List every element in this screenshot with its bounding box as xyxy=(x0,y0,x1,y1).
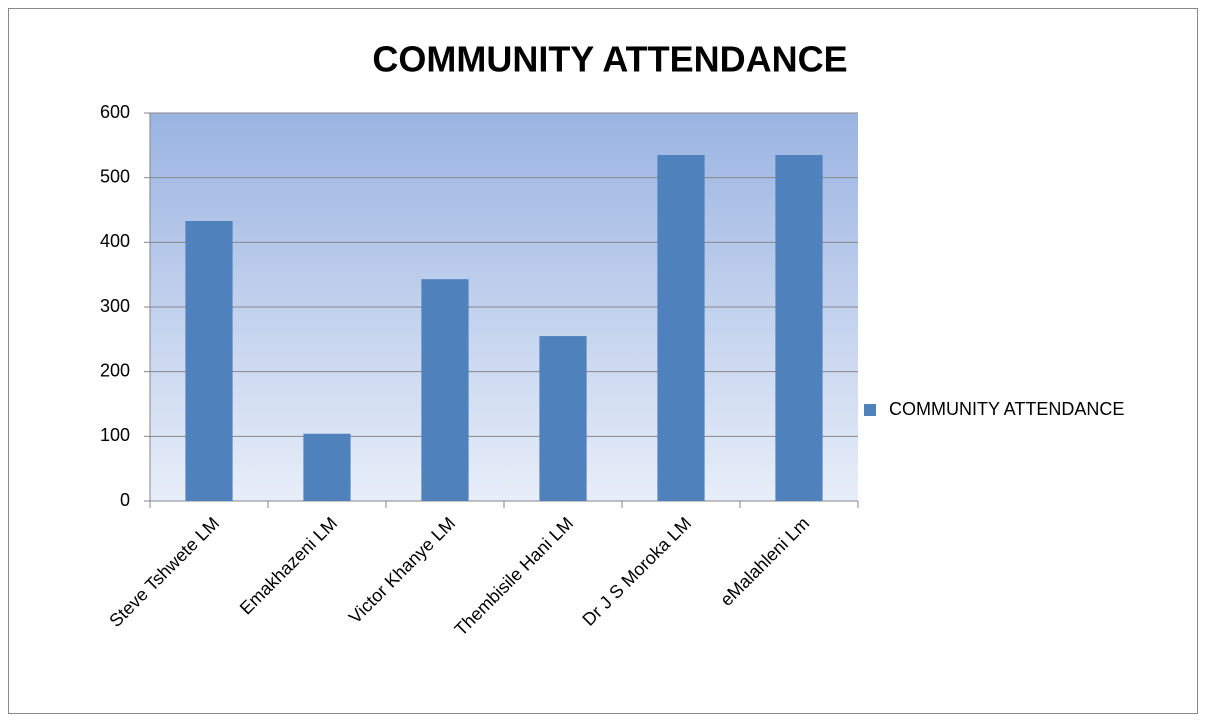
legend-swatch xyxy=(864,404,876,416)
y-tick-label: 100 xyxy=(100,425,130,445)
bar xyxy=(775,155,823,502)
legend-label: COMMUNITY ATTENDANCE xyxy=(889,399,1124,419)
y-tick-label: 300 xyxy=(100,296,130,316)
bar xyxy=(185,220,233,501)
bar xyxy=(539,336,587,501)
y-tick-label: 400 xyxy=(100,231,130,251)
bar xyxy=(303,433,351,501)
bar xyxy=(421,279,469,501)
y-tick-label: 500 xyxy=(100,166,130,186)
y-tick-label: 0 xyxy=(120,490,130,510)
y-tick-label: 200 xyxy=(100,360,130,380)
chart-title: COMMUNITY ATTENDANCE xyxy=(372,39,847,80)
y-tick-label: 600 xyxy=(100,102,130,122)
bar xyxy=(657,155,705,502)
